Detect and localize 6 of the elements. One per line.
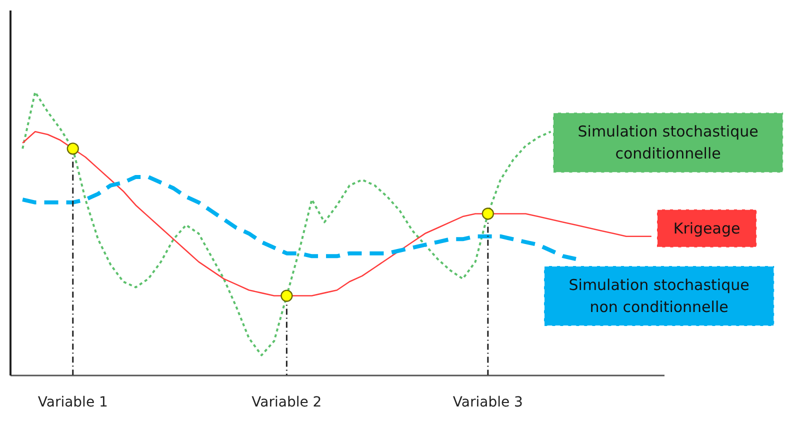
series-label: Krigeage [673, 219, 740, 238]
x-tick-label: Variable 2 [252, 394, 322, 410]
x-tick-label: Variable 1 [38, 394, 108, 410]
series-label: Simulation stochastique non conditionnelle [568, 276, 750, 316]
series-label: Simulation stochastique conditionnelle [578, 122, 758, 163]
x-tick-label: Variable 3 [452, 394, 523, 410]
